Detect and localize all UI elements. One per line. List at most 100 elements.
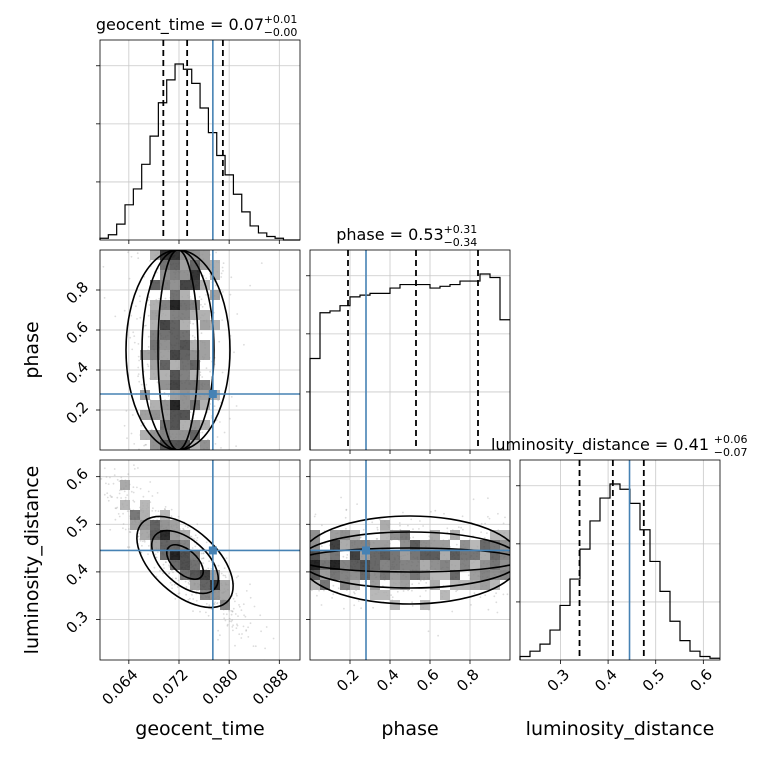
scatter-point bbox=[462, 528, 464, 531]
scatter-point bbox=[224, 619, 227, 622]
scatter-point bbox=[113, 468, 116, 470]
scatter-point bbox=[147, 490, 150, 493]
scatter-point bbox=[247, 626, 250, 629]
contour bbox=[310, 531, 510, 589]
scatter-point bbox=[89, 465, 91, 467]
scatter-point bbox=[116, 496, 119, 499]
scatter-point bbox=[137, 467, 139, 469]
density-cell bbox=[430, 580, 440, 590]
scatter-point bbox=[337, 587, 340, 590]
density-cell bbox=[490, 550, 500, 560]
scatter-point bbox=[222, 262, 225, 265]
scatter-point bbox=[162, 572, 164, 575]
density-cell bbox=[180, 370, 190, 380]
scatter-point bbox=[200, 552, 203, 555]
scatter-point bbox=[142, 388, 145, 390]
scatter-point bbox=[143, 275, 146, 278]
density-cell bbox=[430, 540, 440, 550]
scatter-point bbox=[222, 613, 225, 615]
scatter-point bbox=[480, 522, 483, 525]
scatter-point bbox=[320, 545, 323, 548]
scatter-point bbox=[396, 590, 399, 593]
scatter-point bbox=[237, 615, 239, 617]
scatter-point bbox=[195, 539, 198, 542]
scatter-point bbox=[163, 567, 165, 570]
density-cell bbox=[500, 530, 510, 540]
density-cell bbox=[190, 580, 200, 590]
scatter-point bbox=[98, 493, 100, 495]
density-cell bbox=[140, 530, 150, 540]
scatter-point bbox=[371, 521, 374, 524]
scatter-point bbox=[359, 536, 362, 539]
density-cell bbox=[200, 340, 210, 350]
scatter-point bbox=[214, 284, 217, 287]
scatter-point bbox=[168, 572, 170, 575]
density-cell bbox=[340, 560, 350, 570]
scatter-point bbox=[182, 527, 185, 530]
scatter-point bbox=[154, 553, 157, 556]
density-cell bbox=[410, 550, 420, 560]
scatter-point bbox=[259, 614, 262, 617]
contours bbox=[310, 515, 510, 605]
density-cell bbox=[160, 330, 170, 340]
scatter-point bbox=[220, 572, 223, 575]
density-cell bbox=[490, 570, 500, 580]
scatter-point bbox=[126, 437, 128, 440]
density-cell bbox=[170, 420, 180, 430]
density-cell bbox=[410, 570, 420, 580]
density-cell bbox=[320, 560, 330, 570]
scatter-point bbox=[451, 610, 454, 613]
scatter-point bbox=[201, 376, 204, 378]
density-cell bbox=[170, 530, 180, 540]
scatter-point bbox=[260, 262, 263, 264]
scatter-point bbox=[138, 295, 141, 298]
scatter-point bbox=[221, 266, 224, 269]
density-cell bbox=[170, 330, 180, 340]
density-cell bbox=[200, 420, 210, 430]
density-cell bbox=[440, 570, 450, 580]
scatter-point bbox=[128, 546, 131, 549]
scatter-point bbox=[229, 417, 231, 420]
scatter-point bbox=[202, 562, 205, 564]
scatter-point bbox=[220, 272, 223, 275]
scatter-point bbox=[133, 341, 136, 344]
density-cell bbox=[180, 550, 190, 560]
scatter-point bbox=[153, 566, 156, 569]
scatter-point bbox=[345, 527, 347, 530]
y-tick-label: 0.5 bbox=[62, 512, 92, 542]
scatter-point bbox=[193, 538, 196, 540]
density-cell bbox=[480, 580, 490, 590]
scatter-point bbox=[428, 535, 431, 538]
scatter-point bbox=[112, 482, 115, 485]
density-cell bbox=[170, 440, 180, 450]
scatter-point bbox=[217, 564, 220, 567]
scatter-point bbox=[133, 500, 136, 503]
density-cell bbox=[150, 400, 160, 410]
density-cell bbox=[340, 540, 350, 550]
marginal-frame-geocent_time bbox=[99, 39, 301, 241]
scatter-point bbox=[318, 589, 320, 592]
scatter-point bbox=[159, 569, 161, 572]
scatter-point bbox=[219, 634, 221, 637]
density-cell bbox=[140, 430, 150, 440]
scatter-point bbox=[402, 511, 404, 514]
scatter-point bbox=[190, 536, 193, 538]
scatter-point bbox=[427, 630, 430, 633]
scatter-point bbox=[346, 554, 349, 556]
scatter-point bbox=[412, 528, 414, 530]
scatter-point bbox=[133, 468, 136, 470]
scatter-point bbox=[170, 508, 173, 511]
density-cell bbox=[440, 550, 450, 560]
scatter-point bbox=[360, 607, 362, 610]
scatter-point bbox=[487, 497, 489, 500]
scatter-point bbox=[136, 318, 138, 320]
scatter-point bbox=[223, 567, 226, 570]
scatter-point bbox=[167, 395, 170, 397]
scatter-point bbox=[90, 479, 92, 481]
density-cell bbox=[150, 540, 160, 550]
scatter-point bbox=[225, 613, 228, 616]
density-cell bbox=[360, 570, 370, 580]
scatter-point bbox=[196, 536, 199, 539]
truth-marker bbox=[362, 546, 370, 555]
density-cell bbox=[160, 530, 170, 540]
